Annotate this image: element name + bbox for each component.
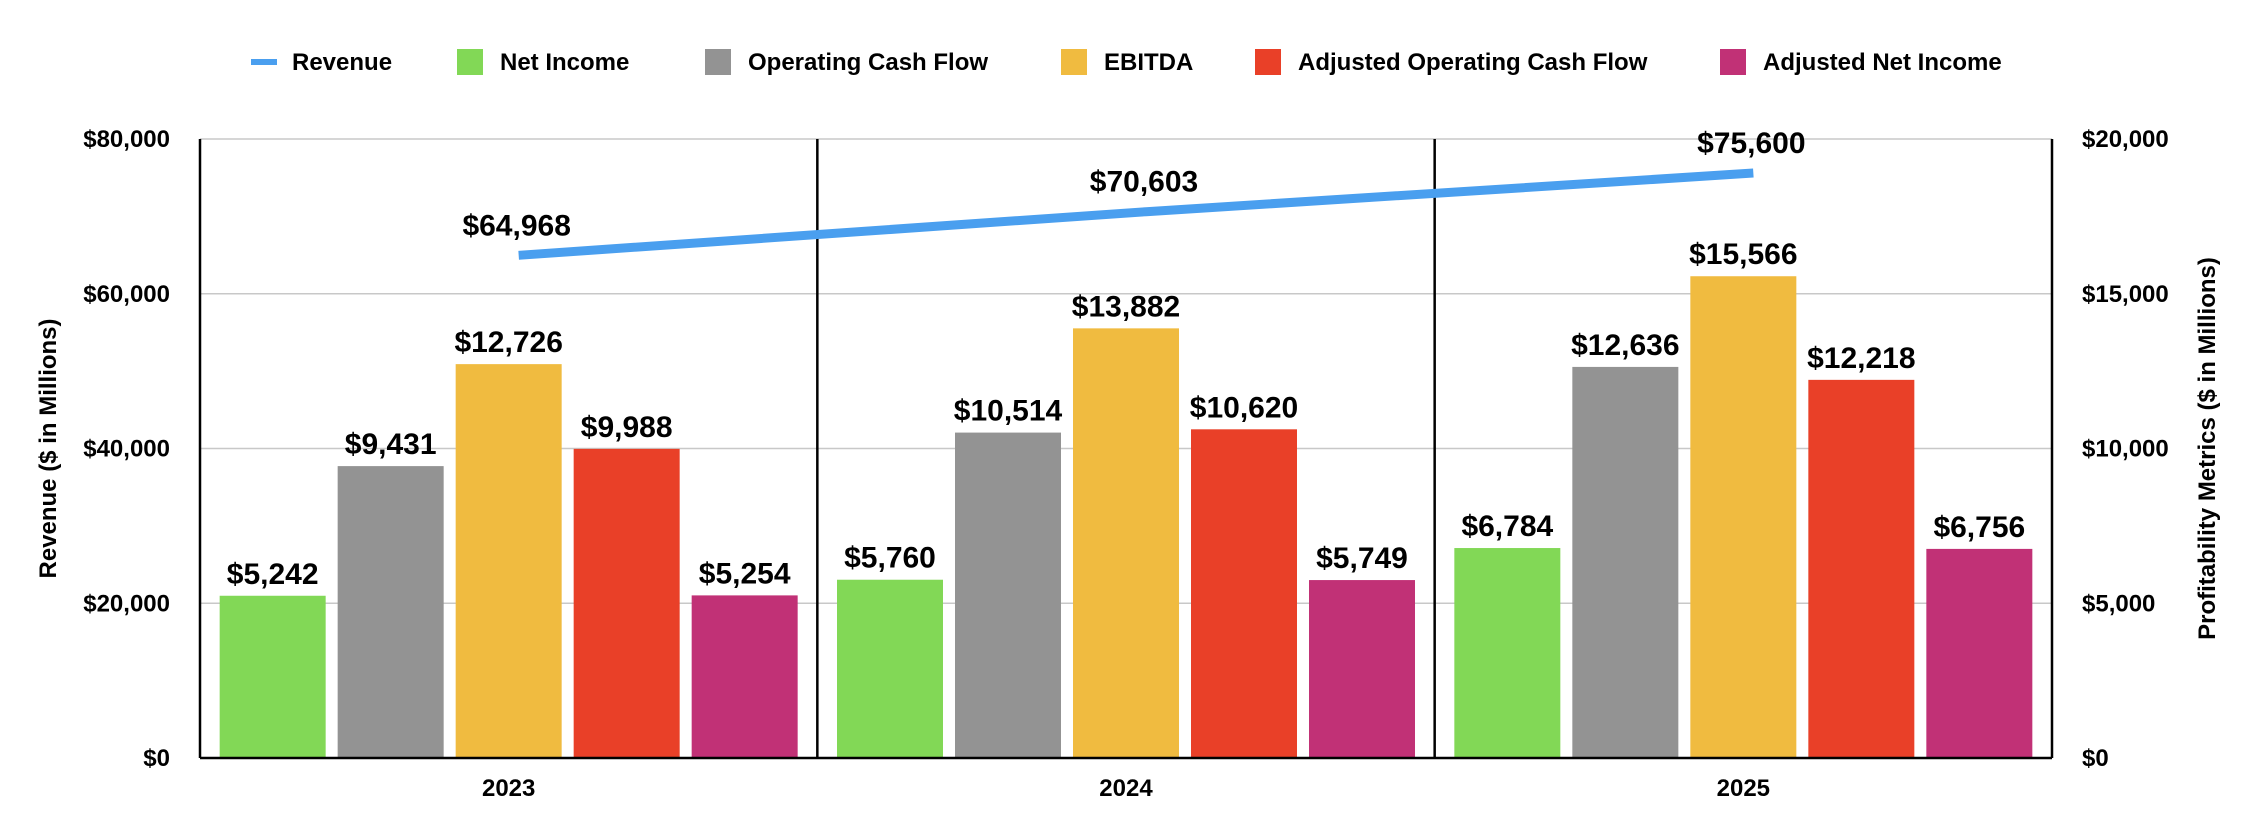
bar-data-label: $5,749 [1316, 542, 1408, 575]
left-tick-label: $20,000 [83, 590, 170, 617]
legend-swatch [1720, 49, 1746, 75]
bar [1572, 366, 1679, 758]
bar [1690, 276, 1797, 758]
legend-swatch [705, 49, 731, 75]
legend-label: Adjusted Operating Cash Flow [1298, 49, 1648, 76]
revenue-data-label: $70,603 [1090, 166, 1198, 199]
left-tick-label: $80,000 [83, 126, 170, 153]
legend-label: Net Income [500, 49, 629, 76]
bar [1309, 580, 1415, 758]
bar-data-label: $5,760 [844, 542, 936, 575]
legend-label: EBITDA [1104, 49, 1193, 76]
category-label: 2025 [1717, 775, 1770, 802]
bar-data-label: $10,514 [954, 395, 1063, 428]
legend-label: Revenue [292, 49, 392, 76]
bar-data-label: $9,431 [345, 428, 437, 461]
legend-label: Adjusted Net Income [1763, 49, 2002, 76]
legend-swatch [457, 49, 483, 75]
bar-data-label: $12,636 [1571, 329, 1679, 362]
revenue-line [518, 168, 1754, 260]
bar [455, 364, 562, 758]
bar [1073, 328, 1179, 758]
right-axis-title: Profitability Metrics ($ in Millions) [2194, 257, 2221, 640]
bar-data-label: $5,254 [699, 557, 791, 590]
bar [691, 595, 798, 758]
bar-data-label: $6,784 [1461, 510, 1553, 543]
bar [1191, 429, 1297, 758]
bar-data-label: $15,566 [1689, 238, 1797, 271]
bar [837, 579, 943, 758]
bar-data-label: $12,726 [454, 326, 562, 359]
bar-data-label: $9,988 [581, 411, 673, 444]
bar-data-label: $12,218 [1807, 342, 1915, 375]
right-tick-label: $10,000 [2082, 436, 2169, 463]
bar-data-label: $13,882 [1072, 290, 1180, 323]
bar [337, 466, 444, 758]
category-label: 2024 [1099, 775, 1153, 802]
legend-swatch [1255, 49, 1281, 75]
left-tick-label: $60,000 [83, 281, 170, 308]
legend-label: Operating Cash Flow [748, 49, 988, 76]
right-tick-label: $5,000 [2082, 590, 2155, 617]
left-tick-label: $40,000 [83, 436, 170, 463]
revenue-data-label: $64,968 [462, 209, 570, 242]
bar-data-label: $5,242 [227, 558, 319, 591]
right-tick-label: $15,000 [2082, 281, 2169, 308]
bar [219, 595, 326, 758]
category-label: 2023 [482, 775, 535, 802]
bar [1454, 548, 1561, 758]
bar [1926, 548, 2033, 758]
bar-data-label: $6,756 [1933, 511, 2025, 544]
left-axis-title: Revenue ($ in Millions) [35, 318, 62, 578]
revenue-data-label: $75,600 [1697, 127, 1805, 160]
left-tick-label: $0 [143, 745, 170, 772]
right-tick-label: $20,000 [2082, 126, 2169, 153]
legend-swatch [1061, 49, 1087, 75]
bar [573, 448, 680, 758]
right-tick-label: $0 [2082, 745, 2109, 772]
bar [1808, 379, 1915, 758]
bar-data-label: $10,620 [1190, 391, 1298, 424]
bar [955, 432, 1061, 758]
